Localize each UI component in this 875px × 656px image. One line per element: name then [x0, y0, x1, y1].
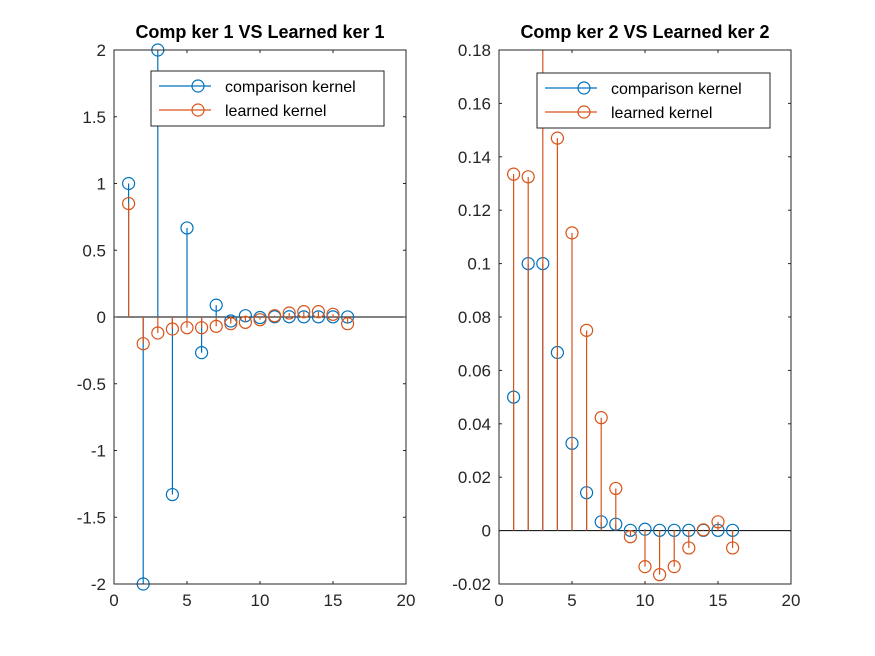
stem-marker [195, 321, 209, 335]
y-tick-label: 2 [97, 41, 106, 60]
chart-title: Comp ker 2 VS Learned ker 2 [520, 22, 769, 42]
x-tick-label: 10 [636, 591, 655, 610]
x-ticks: 0 5 10 15 20 [494, 50, 800, 610]
stem-marker [195, 346, 209, 360]
legend-box [536, 72, 771, 129]
x-tick-label: 5 [182, 591, 191, 610]
stem-marker [667, 560, 681, 574]
stem-marker [282, 310, 296, 324]
y-tick-label: 0.12 [458, 201, 491, 220]
legend-marker [577, 105, 591, 119]
stem-marker [311, 310, 325, 324]
stems-layer [122, 43, 355, 591]
y-tick-label: -0.5 [77, 375, 106, 394]
stem-marker [506, 167, 521, 181]
subplot-right: 0 5 10 15 20 -0.0200.020.040.060.080.10.120.… [452, 22, 800, 610]
stem-marker [122, 176, 136, 191]
x-tick-label: 5 [567, 591, 576, 610]
y-tick-label: 0.04 [458, 415, 491, 434]
stem-marker [209, 298, 223, 312]
legend-box [150, 70, 385, 127]
legend-marker [191, 103, 205, 117]
legend-marker [577, 81, 591, 95]
subplot-left: 0 5 10 15 20 -2 -1.5 -1 -0.5 0 0.5 1 1.5 2 Comp ker … [77, 22, 416, 610]
stem-marker [682, 541, 696, 555]
y-tick-label: 0.02 [458, 468, 491, 487]
stem-marker [297, 305, 311, 319]
stem-marker [253, 313, 267, 327]
legend-label: learned kernel [611, 105, 712, 122]
stem-marker [165, 487, 179, 502]
stem-marker [180, 221, 194, 235]
y-tick-label: 1.5 [82, 108, 106, 127]
stem-marker [341, 317, 355, 331]
stem-marker [224, 317, 238, 331]
legend-entry: learned kernel [545, 105, 712, 122]
stem-marker [623, 530, 638, 544]
stems-layer [506, 50, 740, 582]
x-tick-label: 20 [397, 591, 416, 610]
x-ticks: 0 5 10 15 20 [109, 50, 415, 610]
stem-marker [136, 337, 150, 351]
y-ticks: -2 -1.5 -1 -0.5 0 0.5 1 1.5 2 [77, 41, 406, 594]
y-tick-label: 0.14 [458, 148, 491, 167]
legend-label: comparison kernel [225, 79, 356, 96]
legend-entry: comparison kernel [159, 79, 356, 96]
stem-marker [696, 523, 711, 537]
stem-marker [122, 196, 136, 211]
stem-marker [609, 481, 623, 496]
x-tick-label: 15 [709, 591, 728, 610]
stem-marker [209, 319, 223, 333]
y-tick-label: 0.18 [458, 41, 491, 60]
x-tick-label: 0 [109, 591, 118, 610]
stem-marker [238, 315, 252, 329]
stem-marker [165, 322, 179, 336]
stem-marker [725, 541, 740, 555]
y-ticks: -0.02 0 0.02 0.04 0.06 0.08 0.1 0.12 0.14 0.16 0.1… [452, 41, 791, 594]
stem-marker [565, 226, 579, 240]
y-tick-label: -2 [91, 575, 106, 594]
y-tick-label: 0.08 [458, 308, 491, 327]
stem-marker [521, 170, 535, 184]
stem-marker [282, 306, 296, 320]
stem-marker [311, 305, 325, 319]
y-tick-label: 1 [97, 175, 106, 194]
legend-label: learned kernel [225, 103, 326, 120]
series-learned [506, 50, 740, 582]
stem-marker [652, 568, 667, 582]
stem-marker [579, 323, 594, 337]
legend: comparison kernel learned kernel [536, 72, 771, 129]
y-tick-label: 0.1 [467, 255, 491, 274]
y-tick-label: 0.16 [458, 94, 491, 113]
stem-marker [594, 411, 608, 425]
stem-marker [550, 131, 565, 145]
y-tick-label: 0.5 [82, 241, 106, 260]
y-tick-label: 0 [97, 308, 106, 327]
stem-marker [151, 326, 165, 340]
y-tick-label: -0.02 [452, 575, 491, 594]
chart-title: Comp ker 1 VS Learned ker 1 [135, 22, 384, 42]
legend-label: comparison kernel [611, 81, 742, 98]
legend-marker [191, 79, 205, 93]
y-tick-label: 0 [482, 522, 491, 541]
stem-marker [326, 307, 340, 321]
stem-marker [268, 309, 282, 323]
stem-marker [297, 310, 311, 324]
x-tick-label: 0 [494, 591, 503, 610]
stem-marker [180, 321, 194, 335]
x-tick-label: 20 [782, 591, 801, 610]
stem-marker [711, 515, 725, 529]
x-tick-label: 15 [324, 591, 343, 610]
y-tick-label: 0.06 [458, 361, 491, 380]
y-tick-label: -1 [91, 442, 106, 461]
stem-marker [638, 560, 652, 574]
legend: comparison kernel learned kernel [150, 70, 385, 127]
legend-entry: learned kernel [159, 103, 326, 120]
y-tick-label: -1.5 [77, 508, 106, 527]
legend-entry: comparison kernel [545, 81, 742, 98]
series-learned [122, 196, 355, 351]
x-tick-label: 10 [251, 591, 270, 610]
axes-background [499, 50, 791, 584]
